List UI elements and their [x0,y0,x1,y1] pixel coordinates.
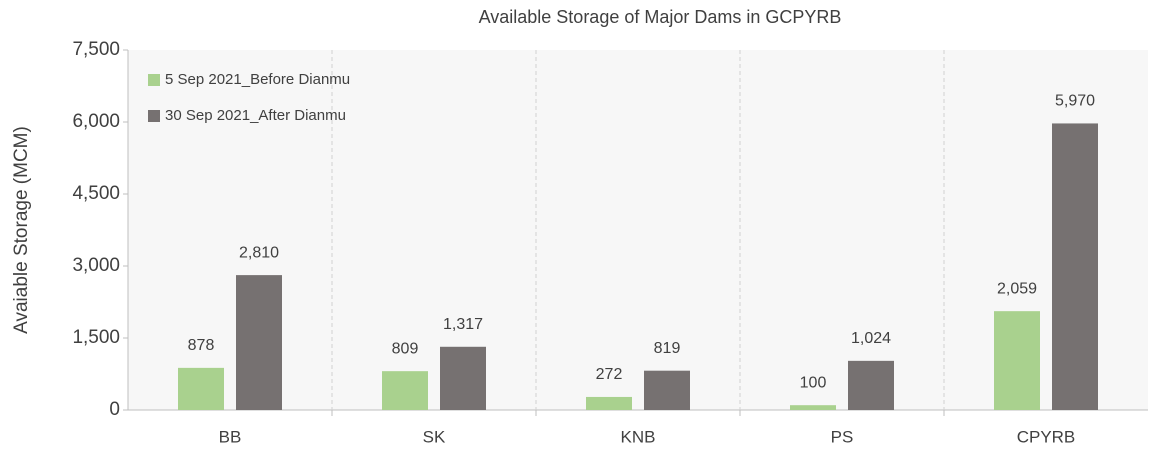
bar [178,367,224,410]
y-tick-label: 4,500 [72,183,120,204]
bar [644,370,690,410]
x-tick-label: BB [219,427,242,446]
legend-swatch [148,74,160,86]
bar [236,275,282,410]
plot-area [128,50,1148,410]
bar [848,360,894,410]
bar [586,396,632,410]
value-label: 1,024 [851,330,891,347]
bar [994,311,1040,410]
value-label: 100 [800,374,827,391]
value-label: 878 [188,337,215,354]
bar [382,371,428,410]
value-label: 819 [654,340,681,357]
bar [1052,123,1098,410]
value-label: 2,810 [239,244,279,261]
chart-title: Available Storage of Major Dams in GCPYR… [479,7,842,27]
legend-label: 5 Sep 2021_Before Dianmu [165,71,350,88]
y-tick-label: 0 [109,399,120,420]
value-label: 809 [392,340,419,357]
x-tick-label: PS [831,427,854,446]
y-axis-label: Avaiable Storage (MCM) [11,126,32,334]
y-tick-label: 7,500 [72,39,120,60]
x-tick-label: KNB [621,427,656,446]
value-label: 2,059 [997,280,1037,297]
legend-swatch [148,110,160,122]
legend-label: 30 Sep 2021_After Dianmu [165,107,346,124]
x-tick-label: SK [423,427,446,446]
bar [790,405,836,410]
y-tick-label: 3,000 [72,255,120,276]
bar [440,346,486,410]
y-tick-label: 6,000 [72,111,120,132]
x-tick-label: CPYRB [1017,427,1076,446]
value-label: 5,970 [1055,93,1095,110]
value-label: 1,317 [443,316,483,333]
y-tick-label: 1,500 [72,327,120,348]
value-label: 272 [596,366,623,383]
